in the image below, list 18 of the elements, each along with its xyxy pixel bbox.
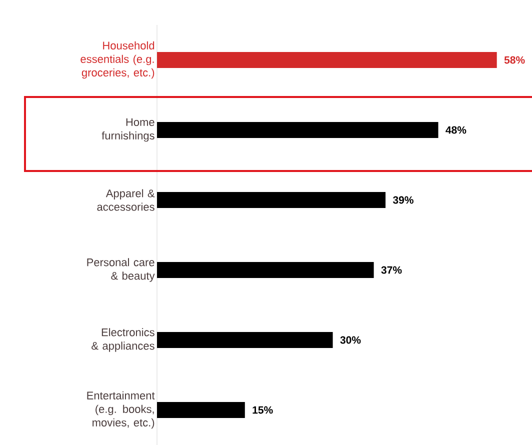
data-label: 30%	[340, 336, 361, 344]
bar	[157, 262, 374, 278]
y-tick-label: Personal care & beauty	[87, 258, 155, 282]
data-label: 39%	[392, 196, 414, 204]
bar	[157, 52, 497, 68]
bar	[157, 332, 333, 348]
data-label: 58%	[504, 56, 525, 64]
data-label: 37%	[381, 266, 402, 274]
y-tick-label: Household essentials (e.g. groceries, etc.)	[80, 41, 154, 79]
bar	[157, 122, 438, 138]
y-tick-label: Electronics & appliances	[92, 328, 154, 352]
bar	[157, 192, 386, 208]
data-label: 48%	[446, 126, 466, 134]
y-tick-label: Apparel & accessories	[97, 189, 155, 211]
data-label: 15%	[252, 406, 273, 414]
y-tick-label: Home furnishings	[102, 118, 154, 142]
bar	[157, 402, 245, 418]
y-tick-label: Entertainment (e.g. books, movies, etc.)	[87, 391, 155, 429]
